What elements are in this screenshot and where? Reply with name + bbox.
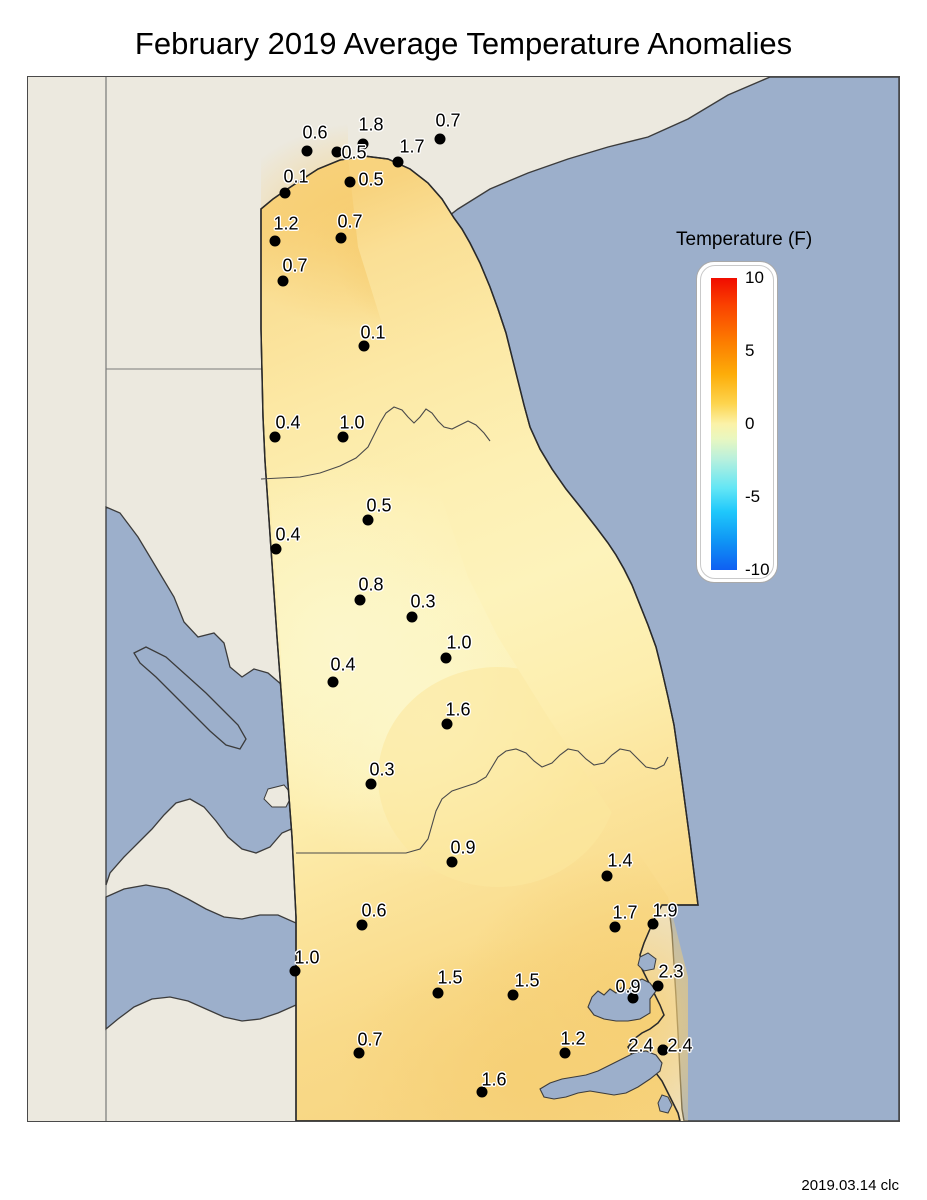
station-dot[interactable] [441, 718, 453, 730]
legend-title: Temperature (F) [676, 229, 813, 250]
station-dot[interactable] [434, 133, 446, 145]
station-value-label: 1.2 [273, 213, 299, 234]
station-value-label: 0.6 [361, 900, 387, 921]
station-dot[interactable] [289, 965, 301, 977]
station-dot[interactable] [357, 138, 369, 150]
station-dot[interactable] [301, 145, 313, 157]
station-value-label: 1.5 [437, 967, 463, 988]
station-dot[interactable] [270, 543, 282, 555]
station-value-label: 0.9 [615, 976, 641, 997]
station-value-label: 0.5 [366, 495, 392, 516]
station-dot[interactable] [277, 275, 289, 287]
station-dot[interactable] [344, 176, 356, 188]
legend: Temperature (F) 10 5 0 -5 -10 [676, 229, 813, 584]
station-value-label: 1.7 [399, 136, 425, 157]
station-value-label: 2.4 [628, 1035, 654, 1056]
station-value-label: 1.0 [339, 412, 365, 433]
station-dot[interactable] [392, 156, 404, 168]
station-value-label: 0.1 [283, 166, 309, 187]
station-value-label: 0.4 [275, 524, 301, 545]
station-dot[interactable] [609, 921, 621, 933]
station-value-label: 2.4 [667, 1035, 693, 1056]
station-dot[interactable] [476, 1086, 488, 1098]
station-dot[interactable] [269, 431, 281, 443]
station-value-label: 1.7 [612, 902, 638, 923]
station-value-label: 0.3 [410, 591, 436, 612]
station-value-label: 1.6 [481, 1069, 507, 1090]
station-dot[interactable] [627, 992, 639, 1004]
station-value-label: 1.0 [294, 947, 320, 968]
station-value-label: 0.6 [302, 122, 328, 143]
station-value-label: 0.5 [358, 169, 384, 190]
legend-tick-2: 0 [745, 414, 755, 433]
station-value-label: 0.8 [358, 574, 384, 595]
station-value-label: 1.0 [446, 632, 472, 653]
station-dot[interactable] [279, 187, 291, 199]
station-value-label: 0.1 [360, 322, 386, 343]
station-dot[interactable] [356, 919, 368, 931]
station-value-label: 0.9 [450, 837, 476, 858]
station-value-label: 0.4 [275, 412, 301, 433]
station-value-label: 0.3 [369, 759, 395, 780]
station-dot[interactable] [358, 340, 370, 352]
station-value-label: 1.2 [560, 1028, 586, 1049]
station-value-label: 1.4 [607, 850, 633, 871]
legend-tick-labels: 10 5 0 -5 -10 [745, 268, 785, 579]
station-value-label: 1.5 [514, 970, 540, 991]
legend-tick-3: -5 [745, 487, 761, 506]
station-dot[interactable] [507, 989, 519, 1001]
station-value-label: 2.3 [658, 961, 684, 982]
legend-box-inner [700, 265, 774, 579]
station-value-label: 0.7 [282, 255, 308, 276]
station-value-label: 1.9 [652, 900, 678, 921]
station-dot[interactable] [362, 514, 374, 526]
legend-tick-1: 5 [745, 341, 755, 360]
station-dot[interactable] [559, 1047, 571, 1059]
station-dot[interactable] [269, 235, 281, 247]
station-dot[interactable] [440, 652, 452, 664]
station-value-label: 1.8 [358, 114, 384, 135]
station-dot[interactable] [354, 594, 366, 606]
station-dot[interactable] [657, 1044, 669, 1056]
station-dot[interactable] [353, 1047, 365, 1059]
legend-tick-4: -10 [745, 560, 770, 579]
station-value-label: 0.4 [330, 654, 356, 675]
legend-tick-0: 10 [745, 268, 764, 287]
station-dot[interactable] [601, 870, 613, 882]
station-dot[interactable] [327, 676, 339, 688]
map-canvas[interactable]: 0.6 1.8 0.7 0.5 1.7 0.1 0.5 1.2 0.7 0.7 0.1 0.4 1.0 0… [27, 76, 900, 1122]
legend-box: 10 5 0 -5 -10 [696, 261, 778, 583]
station-dot[interactable] [406, 611, 418, 623]
page-title: February 2019 Average Temperature Anomal… [134, 26, 793, 61]
legend-color-ramp [711, 278, 737, 570]
station-value-label: 0.7 [435, 110, 461, 131]
station-value-label: 0.7 [337, 211, 363, 232]
station-dot[interactable] [331, 146, 343, 158]
station-dot[interactable] [446, 856, 458, 868]
station-value-label: 1.6 [445, 699, 471, 720]
station-dot[interactable] [337, 431, 349, 443]
station-dot[interactable] [432, 987, 444, 999]
date-stamp: 2019.03.14 clc [801, 1177, 899, 1194]
station-value-label: 0.7 [357, 1029, 383, 1050]
station-dot[interactable] [365, 778, 377, 790]
station-dot[interactable] [652, 980, 664, 992]
station-dot[interactable] [335, 232, 347, 244]
station-dot[interactable] [647, 918, 659, 930]
station-value-label: 0.5 [341, 142, 367, 163]
